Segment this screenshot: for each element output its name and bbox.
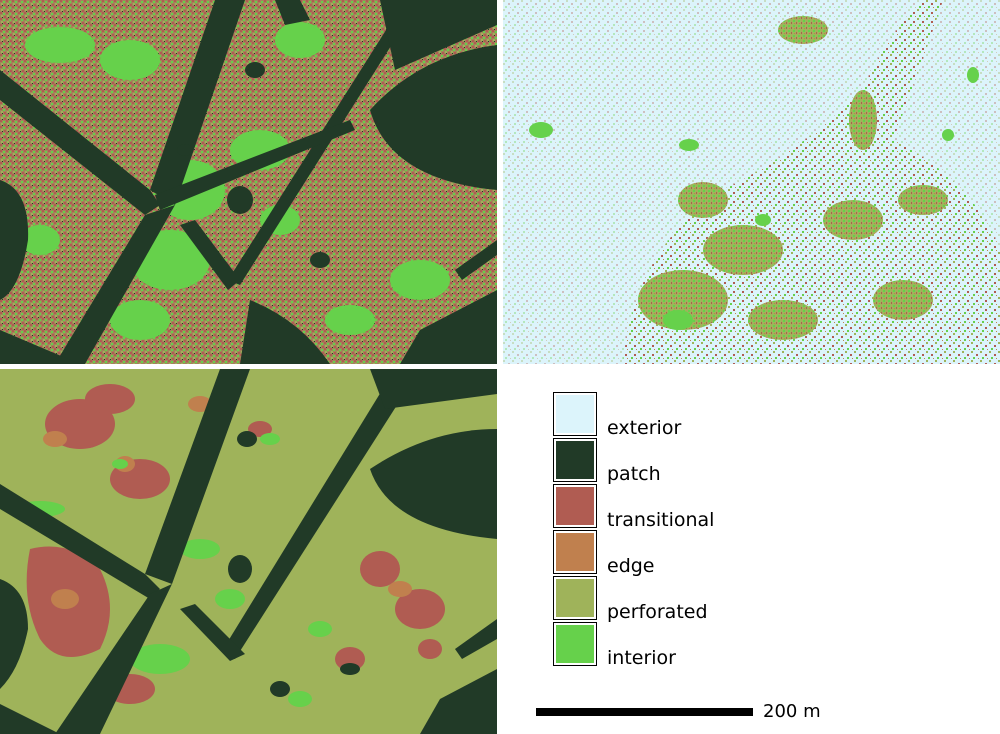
scale-bar-line xyxy=(536,708,753,716)
legend-label-edge: edge xyxy=(607,555,655,577)
map-panel-coarse-scale xyxy=(0,369,497,734)
legend-item-exterior: exterior xyxy=(553,392,853,439)
legend-label-interior: interior xyxy=(607,647,676,669)
map-panel-fine-scale xyxy=(0,0,497,364)
legend-item-transitional: transitional xyxy=(553,484,853,531)
legend-label-perforated: perforated xyxy=(607,601,708,623)
legend-item-patch: patch xyxy=(553,438,853,485)
legend: exterior patch transitional edge perforated i… xyxy=(553,392,853,669)
legend-swatch-patch xyxy=(553,438,597,482)
legend-swatch-interior xyxy=(553,622,597,666)
legend-item-perforated: perforated xyxy=(553,576,853,623)
edge-areas xyxy=(43,396,412,609)
patch-corridors-coarse xyxy=(0,369,497,734)
legend-label-exterior: exterior xyxy=(607,417,682,439)
legend-swatch-transitional xyxy=(553,484,597,528)
scale-bar-label: 200 m xyxy=(763,701,821,722)
legend-swatch-perforated xyxy=(553,576,597,620)
map-fine-scale-svg xyxy=(0,0,497,364)
map-coarse-scale-svg xyxy=(0,369,497,734)
legend-swatch-exterior xyxy=(553,392,597,436)
legend-item-interior: interior xyxy=(553,622,853,669)
legend-swatch-edge xyxy=(553,530,597,574)
sparse-clusters xyxy=(638,16,948,340)
sparse-interior-spots xyxy=(529,67,979,330)
scale-bar: 200 m xyxy=(536,698,856,728)
patch-corridors xyxy=(0,0,497,364)
legend-label-transitional: transitional xyxy=(607,509,715,531)
interior-areas xyxy=(15,433,486,707)
map-sparse-svg xyxy=(503,0,1000,364)
map-panel-sparse xyxy=(503,0,1000,364)
legend-label-patch: patch xyxy=(607,463,661,485)
legend-item-edge: edge xyxy=(553,530,853,577)
